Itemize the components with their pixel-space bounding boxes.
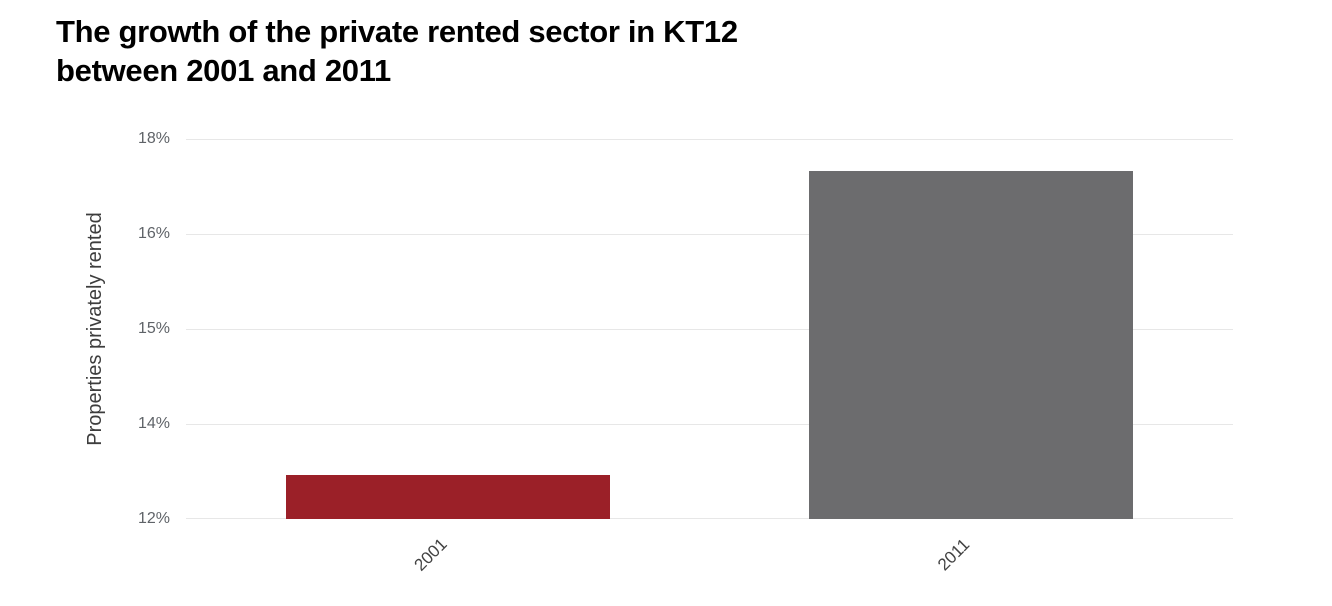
y-axis-tick-label: 16% — [137, 225, 170, 242]
bar-2001 — [286, 475, 610, 519]
chart-title-line1: The growth of the private rented sector … — [56, 14, 738, 49]
chart-title: The growth of the private rented sector … — [56, 12, 738, 90]
bar-2011 — [809, 171, 1133, 519]
y-axis-title: Properties privately rented — [84, 212, 106, 446]
x-axis-tick-label: 2011 — [934, 535, 974, 575]
gridline — [186, 329, 1233, 330]
plot-area — [186, 139, 1233, 519]
chart-title-line2: between 2001 and 2011 — [56, 53, 391, 88]
gridline — [186, 139, 1233, 140]
gridline — [186, 234, 1233, 235]
y-axis-tick-label: 15% — [137, 320, 170, 337]
gridline — [186, 518, 1233, 519]
y-axis-tick-label: 12% — [137, 510, 170, 527]
gridline — [186, 424, 1233, 425]
y-axis-tick-label: 14% — [137, 415, 170, 432]
y-axis-tick-label: 18% — [137, 130, 170, 147]
x-axis-tick-label: 2001 — [410, 534, 451, 575]
